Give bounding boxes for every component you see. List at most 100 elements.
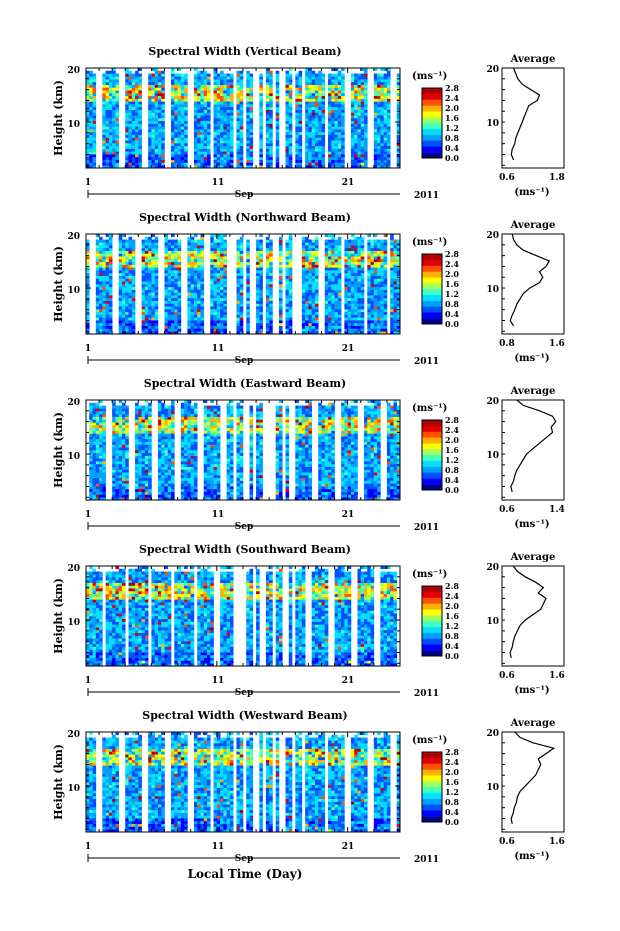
heatmap-cell	[161, 81, 165, 85]
heatmap-cell	[239, 115, 244, 119]
heatmap-cell	[125, 250, 129, 254]
heatmap-cell	[246, 115, 250, 119]
heatmap-cell	[108, 247, 113, 251]
heatmap-cell	[131, 245, 136, 249]
heatmap-cell	[269, 306, 273, 310]
heatmap-cell	[331, 270, 335, 274]
heatmap-cell	[236, 112, 241, 116]
heatmap-cell	[128, 320, 133, 324]
heatmap-cell	[86, 104, 90, 108]
heatmap-cell	[239, 126, 244, 130]
heatmap-cell	[131, 331, 136, 335]
heatmap-cell	[288, 328, 293, 332]
heatmap-cell	[203, 115, 208, 119]
heatmap-cell	[249, 112, 254, 116]
heatmap-cell	[265, 118, 270, 122]
heatmap-cell	[354, 145, 358, 149]
heatmap-cell	[144, 272, 149, 276]
heatmap-cell	[305, 328, 309, 332]
heatmap-cell	[246, 151, 250, 155]
colorbar-swatch	[422, 134, 442, 141]
heatmap-cell	[318, 76, 322, 80]
heatmap-cell	[131, 145, 136, 149]
heatmap-cell	[288, 73, 293, 77]
heatmap-cell	[390, 256, 394, 260]
heatmap-cell	[396, 112, 401, 116]
heatmap-cell	[396, 145, 401, 149]
heatmap-cell	[350, 120, 355, 124]
heatmap-cell	[337, 295, 342, 299]
heatmap-cell	[337, 256, 342, 260]
heatmap-cell	[259, 104, 263, 108]
heatmap-cell	[190, 239, 195, 243]
heatmap-cell	[350, 129, 355, 133]
heatmap-cell	[135, 131, 139, 135]
heatmap-cell	[331, 140, 335, 144]
heatmap-cell	[115, 84, 120, 88]
heatmap-cell	[314, 143, 319, 147]
heatmap-cell	[187, 247, 191, 251]
heatmap-cell	[161, 115, 165, 119]
heatmap-cell	[171, 90, 175, 94]
heatmap-cell	[275, 126, 280, 130]
heatmap-cell	[184, 115, 188, 119]
heatmap-cell	[318, 165, 322, 169]
heatmap-cell	[105, 106, 110, 110]
heatmap-cell	[141, 320, 146, 324]
heatmap-cell	[236, 154, 241, 158]
heatmap-cell	[318, 134, 322, 138]
heatmap-cell	[118, 286, 123, 290]
heatmap-cell	[154, 295, 159, 299]
heatmap-cell	[301, 245, 306, 249]
heatmap-cell	[344, 295, 348, 299]
heatmap-cell	[180, 109, 185, 113]
heatmap-cell	[334, 165, 339, 169]
heatmap-cell	[360, 162, 365, 166]
heatmap-cell	[377, 292, 381, 296]
heatmap-cell	[125, 317, 129, 321]
heatmap-cell	[341, 159, 345, 163]
heatmap-cell	[151, 84, 155, 88]
heatmap-cell	[99, 278, 103, 282]
heatmap-cell	[151, 311, 155, 315]
heatmap-cell	[236, 129, 241, 133]
heatmap-cell	[197, 239, 201, 243]
heatmap-cell	[203, 109, 208, 113]
heatmap-cell	[357, 267, 362, 271]
heatmap-cell	[357, 73, 362, 77]
heatmap-cell	[239, 79, 244, 83]
year-label: 2011	[414, 191, 439, 201]
heatmap-cell	[239, 286, 244, 290]
heatmap-cell	[288, 115, 293, 119]
heatmap-cell	[220, 112, 224, 116]
heatmap-cell	[331, 295, 335, 299]
heatmap-cell	[154, 87, 159, 91]
heatmap-cell	[144, 245, 149, 249]
heatmap-cell	[141, 331, 146, 335]
heatmap-cell	[138, 143, 142, 147]
heatmap-cell	[180, 137, 185, 141]
heatmap-cell	[393, 242, 398, 246]
heatmap-cell	[265, 126, 270, 130]
heatmap-cell	[278, 267, 283, 271]
heatmap-cell	[364, 93, 368, 97]
heatmap-cell	[128, 129, 133, 133]
heatmap-cell	[380, 90, 384, 94]
heatmap-cell	[128, 134, 133, 138]
heatmap-cell	[285, 247, 290, 251]
heatmap-cell	[328, 314, 332, 318]
heatmap-cell	[167, 242, 172, 246]
heatmap-cell	[331, 267, 335, 271]
heatmap-cell	[105, 90, 110, 94]
heatmap-cell	[105, 253, 110, 257]
heatmap-cell	[229, 129, 234, 133]
heatmap-cell	[360, 156, 365, 160]
heatmap-cell	[154, 278, 159, 282]
heatmap-cell	[223, 245, 227, 249]
heatmap-cell	[180, 112, 185, 116]
heatmap-cell	[213, 73, 218, 77]
heatmap-cell	[157, 156, 162, 160]
heatmap-cell	[171, 98, 175, 102]
heatmap-cell	[308, 68, 312, 72]
heatmap-cell	[259, 84, 263, 88]
